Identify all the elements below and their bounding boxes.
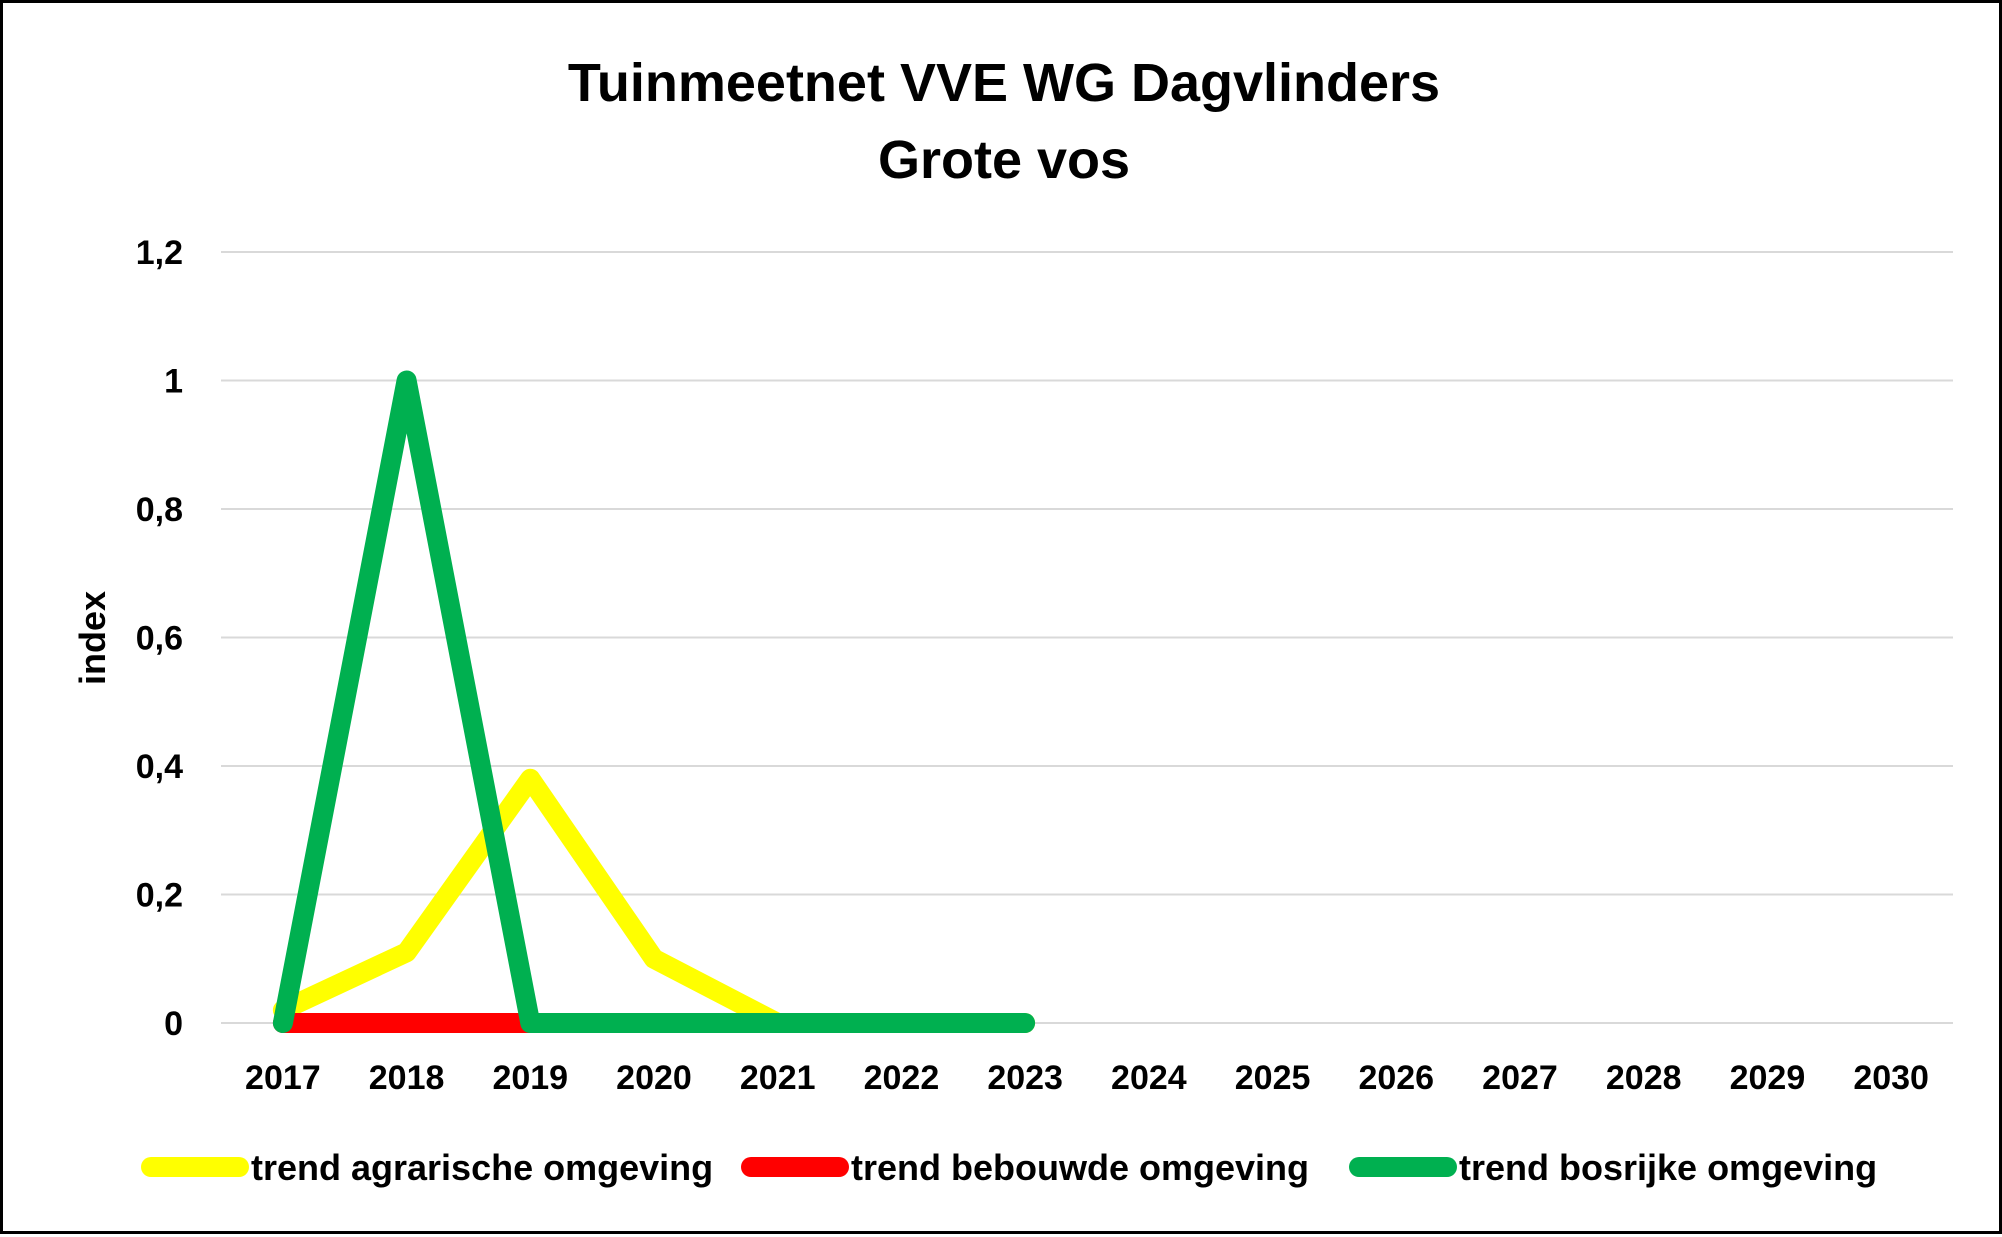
legend: trend agrarische omgeving trend bebouwde … <box>141 1147 1877 1188</box>
x-tick-label: 2018 <box>369 1059 445 1097</box>
legend-label: trend bebouwde omgeving <box>851 1147 1309 1188</box>
y-tick-label: 1 <box>164 363 183 401</box>
gridlines <box>221 251 1953 1024</box>
y-tick-label: 0 <box>164 1005 183 1043</box>
series-line <box>272 768 1036 1033</box>
y-tick-label: 1,2 <box>136 234 183 272</box>
x-tick-label: 2030 <box>1853 1059 1929 1097</box>
line-chart: Tuinmeetnet VVE WG Dagvlinders Grote vos… <box>72 53 1953 1188</box>
y-axis-label: index <box>72 591 113 685</box>
x-tick-label: 2025 <box>1235 1059 1311 1097</box>
series-line <box>272 370 1036 1033</box>
x-axis-ticks: 2017 2018 2019 2020 2021 2022 2023 2024 2025 2026… <box>245 1059 1929 1097</box>
x-tick-label: 2026 <box>1358 1059 1434 1097</box>
y-tick-label: 0,4 <box>136 748 183 786</box>
series-lines <box>272 370 1036 1033</box>
legend-label: trend agrarische omgeving <box>251 1147 713 1188</box>
y-tick-label: 0,6 <box>136 620 183 658</box>
x-tick-label: 2019 <box>492 1059 568 1097</box>
x-tick-label: 2024 <box>1111 1059 1187 1097</box>
x-tick-label: 2021 <box>740 1059 816 1097</box>
x-tick-label: 2028 <box>1606 1059 1682 1097</box>
y-tick-label: 0,8 <box>136 491 183 529</box>
y-tick-label: 0,2 <box>136 877 183 915</box>
chart-subtitle: Grote vos <box>878 130 1130 190</box>
x-tick-label: 2029 <box>1730 1059 1806 1097</box>
x-tick-label: 2020 <box>616 1059 692 1097</box>
legend-label: trend bosrijke omgeving <box>1459 1147 1877 1188</box>
x-tick-label: 2023 <box>987 1059 1063 1097</box>
chart-title: Tuinmeetnet VVE WG Dagvlinders <box>568 53 1440 113</box>
x-tick-label: 2027 <box>1482 1059 1558 1097</box>
x-tick-label: 2022 <box>864 1059 940 1097</box>
y-axis-ticks: 0 0,2 0,4 0,6 0,8 1 1,2 <box>136 234 183 1043</box>
x-tick-label: 2017 <box>245 1059 321 1097</box>
